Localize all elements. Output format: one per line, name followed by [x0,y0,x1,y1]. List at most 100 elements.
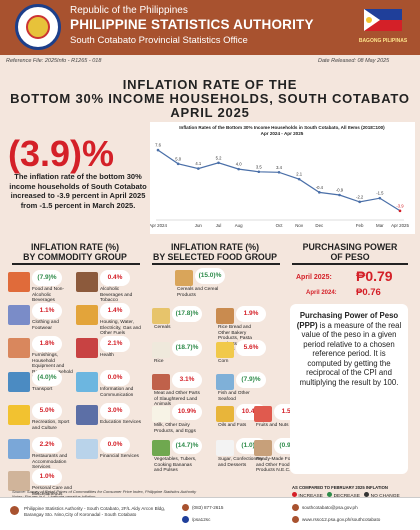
food-icon [152,374,170,390]
headline-inflation-value: (3.9)% [8,133,115,174]
commodity-rate: 1.1% [32,303,62,319]
food-rate: (17.8)% [172,306,202,322]
commodity-rate: 2.2% [32,437,62,453]
reference-bar: Reference File: 2025Info - R1265 - 018 D… [0,55,420,67]
data-point [257,170,261,174]
food-title-l1: INFLATION RATE (%) [170,242,260,252]
food-icon [216,308,234,324]
commodity-icon [8,372,30,392]
ppp-definition-body: is a measure of the real value of the pe… [299,320,402,387]
legend-no-change: NO CHANGE [371,494,400,499]
data-point [318,191,321,194]
x-tick-label: Feb [356,223,364,228]
food-label: Ready-Made Food and Other Food Products … [256,457,296,473]
footer-phone: (083) 877-2615 [192,505,224,510]
footer-address: Philippine Statistics Authority - South … [24,506,165,517]
commodity-icon [76,372,98,392]
footer-website[interactable]: www.rsso12.psa.gov.ph/southcotabato [302,517,381,522]
chart-background [150,122,415,234]
x-tick-label: Jun [195,223,203,228]
data-label: -1.5 [376,191,384,196]
food-rate: (14.7)% [172,438,202,454]
commodity-icon [76,439,98,459]
food-label: Vegetables, Tubers, Cooking Bananas and … [154,457,197,473]
footer-email[interactable]: southcotabato@psa.gov.ph [302,505,358,510]
commodity-rate: 5.0% [32,403,62,419]
food-label: Corn [218,359,229,364]
food-label: Fish and Other Seafood [218,391,250,402]
inflation-trend-chart: Inflation Rates of the Bottom 30% Income… [150,122,415,234]
address-line-1: Philippine Statistics Authority - South … [24,506,166,511]
footer: Philippine Statistics Authority - South … [0,497,420,530]
commodity-rate: 1.8% [32,336,62,352]
source-note: Source: Survey of Retail Prices of Commo… [12,489,196,499]
commodity-rate: 1.0% [32,469,62,485]
commodity-title-l1: INFLATION RATE (%) [30,242,120,252]
x-tick-label: Dec [315,223,324,228]
commodity-icon [76,405,98,425]
title-line-1: INFLATION RATE OF THE [122,77,298,92]
data-point [358,200,361,204]
x-tick-label: Apr 2024 [150,223,167,228]
chart-title: Inflation Rates of the Bottom 30% Income… [179,125,385,130]
commodity-icon [8,439,30,459]
ppp-april-2024-value: ₱0.76 [356,287,381,298]
ppp-title-l2: OF PESO [330,252,370,262]
comparison-legend: AS COMPARED TO FEBRUARY 2025 INFLATION I… [292,485,400,499]
food-rate: (7.9)% [236,372,266,388]
footer-facebook[interactable]: /psa12sc [192,517,211,522]
reference-file: Reference File: 2025Info - R1265 - 018 [6,58,102,64]
data-point [217,161,220,165]
food-rate: 10.9% [172,404,202,420]
commodity-rate: 3.0% [100,403,130,419]
data-point [277,170,281,174]
food-icon [254,440,272,456]
commodity-divider [12,263,140,265]
x-tick-label: Nov [295,223,304,228]
data-label: 4.1 [195,161,201,166]
data-point [176,162,180,166]
psa-seal-logo [15,4,61,50]
food-icon [216,440,234,456]
data-point [297,177,301,181]
food-icon [254,406,272,422]
header-banner: Republic of the Philippines PHILIPPINE S… [0,0,420,55]
commodity-label: Education Services [100,420,142,425]
increase-icon [292,492,297,497]
source-text: Source: Survey of Retail Prices of Commo… [12,489,197,494]
psa-footer-logo [10,506,19,515]
commodity-rate: 1.4% [100,303,130,319]
website-icon [292,516,299,523]
office-name: South Cotabato Provincial Statistics Off… [70,35,248,46]
food-label: Cereals [154,325,171,330]
food-icon [216,406,234,422]
bagong-pilipinas-label: BAGONG PILIPINAS [358,38,408,44]
food-rate: (15.0)% [195,268,225,284]
commodity-title-l2: BY COMMODITY GROUP [23,252,127,262]
commodity-label: Clothing and Footwear [32,320,59,331]
legend-increase: INCREASE [298,494,323,499]
chart-subtitle: Apr 2024 - Apr 2025 [261,131,304,136]
data-label: 5.2 [216,155,222,160]
data-label: 2.1 [296,172,302,177]
facebook-icon [182,516,189,523]
commodity-rate: 0.0% [100,437,130,453]
food-label: Milk, Other Dairy Products, and Eggs [154,423,196,434]
ppp-definition-box [290,304,408,474]
data-point [378,196,382,200]
page-title: INFLATION RATE OF THE BOTTOM 30% INCOME … [0,78,420,120]
data-label: 5.0 [175,156,181,161]
x-tick-label: Jul [216,223,222,228]
data-label: -0.4 [316,185,324,190]
food-rate: 1.9% [236,306,266,322]
commodity-label: Financial Services [100,454,139,459]
data-label: -3.9 [396,203,404,208]
title-line-3: APRIL 2025 [170,105,250,120]
commodity-section-title: INFLATION RATE (%) BY COMMODITY GROUP [10,242,140,262]
food-label: Oils and Fats [218,423,247,428]
food-icon [216,342,234,358]
address-line-2: Barangay Sto. Nino,City of Koronadal - S… [24,511,137,517]
data-label: -2.2 [356,194,364,199]
food-rate: 3.1% [172,372,202,388]
food-label: Fruits and Nuts [256,423,289,428]
